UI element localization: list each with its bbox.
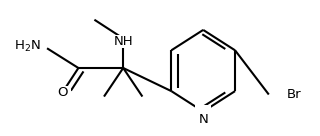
FancyBboxPatch shape: [9, 40, 46, 54]
FancyBboxPatch shape: [274, 88, 299, 101]
FancyBboxPatch shape: [54, 86, 71, 99]
FancyBboxPatch shape: [195, 105, 211, 118]
Text: NH: NH: [113, 35, 133, 48]
Text: Br: Br: [286, 88, 301, 101]
Text: H$_2$N: H$_2$N: [14, 39, 41, 55]
FancyBboxPatch shape: [110, 35, 136, 48]
Text: O: O: [57, 86, 68, 99]
Text: N: N: [198, 113, 208, 126]
